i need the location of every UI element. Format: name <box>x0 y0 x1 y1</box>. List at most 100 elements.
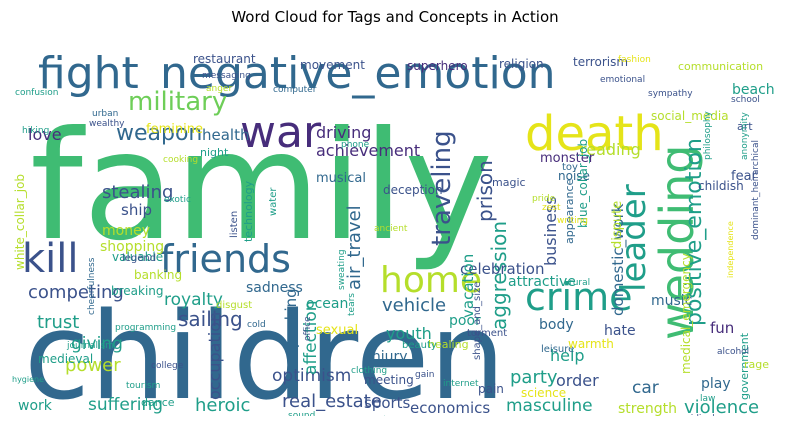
word-independence: independence <box>726 221 735 278</box>
word-sexual: sexual <box>316 323 358 338</box>
word-prison: prison <box>473 160 497 222</box>
word-terrorism: terrorism <box>573 55 628 69</box>
word-hygiene: hygiene <box>12 375 44 384</box>
word-speaking: speaking <box>282 288 300 356</box>
word-air-travel: air_travel <box>344 205 365 290</box>
word-noise: noise <box>558 169 590 183</box>
word-cold: cold <box>247 320 266 330</box>
word-legend: legend <box>122 253 156 264</box>
chart-title: Word Cloud for Tags and Concepts in Acti… <box>231 8 559 26</box>
word-anger: anger <box>206 84 232 94</box>
word-car: car <box>632 378 659 398</box>
word-body: body <box>539 317 574 333</box>
word-feminine: feminine <box>146 122 203 137</box>
word-computer: computer <box>273 85 317 95</box>
word-children: children <box>24 288 505 416</box>
word-torment: torment <box>467 328 507 339</box>
word-social-media: social_media <box>651 109 729 123</box>
word-business: business <box>541 196 560 266</box>
word-masculine: masculine <box>506 396 593 416</box>
word-weapon: weapon <box>116 121 202 146</box>
word-exotic: exotic <box>164 195 191 205</box>
word-urban: urban <box>92 109 118 119</box>
word-communication: communication <box>678 60 763 73</box>
word-ridicule: ridicule <box>687 414 721 416</box>
word-leisure: leisure <box>541 344 574 355</box>
word-music: music <box>651 293 692 309</box>
word-competing: competing <box>28 282 124 303</box>
word-dominant-heirarchical: dominant_heirarchical <box>751 140 761 240</box>
word-vehicle: vehicle <box>382 295 446 316</box>
word-suffering: suffering <box>88 395 163 415</box>
word-art: art <box>737 120 753 133</box>
word-religion: religion <box>499 57 544 71</box>
word-sympathy: sympathy <box>648 89 693 99</box>
word-gain: gain <box>415 370 434 380</box>
word-fun: fun <box>710 319 734 337</box>
word-giving: giving <box>71 334 123 354</box>
word-dance: dance <box>141 396 175 409</box>
word-optimism: optimism <box>272 366 351 386</box>
word-shopping: shopping <box>100 239 164 255</box>
word-economics: economics <box>410 399 490 416</box>
word-ancient: ancient <box>374 224 408 234</box>
word-affection: affection <box>301 301 321 376</box>
word-occupation: occupation <box>205 312 224 400</box>
word-cloud-area: family children fight negative_emotion death… <box>10 30 781 416</box>
word-leader: leader <box>614 184 654 292</box>
word-warmth: warmth <box>568 337 614 351</box>
word-wedding: wedding <box>650 145 704 340</box>
word-pet: pet <box>372 415 387 416</box>
word-healing: healing <box>428 338 469 351</box>
word-tourism: tourism <box>126 381 160 391</box>
word-white-collar-job: white_collar_job <box>13 174 27 270</box>
word-monster: monster <box>540 151 595 166</box>
word-strength: strength <box>618 401 677 416</box>
word-rage: rage <box>744 358 769 371</box>
word-law: law <box>700 394 715 404</box>
word-health: health <box>202 126 249 144</box>
word-home: home <box>380 260 482 301</box>
word-heroic: heroic <box>195 395 250 416</box>
word-deception: deception <box>383 183 443 197</box>
word-celebration: celebration <box>460 260 545 278</box>
word-real-estate: real_estate <box>282 391 382 412</box>
word-help: help <box>550 346 585 365</box>
word-play: play <box>701 376 731 392</box>
word-beauty: beauty <box>402 340 437 351</box>
word-journalism: journalism <box>66 341 114 351</box>
word-movement: movement <box>300 58 365 72</box>
word-death: death <box>525 106 664 162</box>
word-friends: friends <box>160 237 291 281</box>
word-kill: kill <box>22 236 79 282</box>
word-magic: magic <box>492 176 526 189</box>
word-dispute: dispute <box>610 201 625 249</box>
word-science: science <box>521 386 566 400</box>
word-traveling: traveling <box>427 130 457 246</box>
word-listen: listen <box>229 211 240 238</box>
word-breaking: breaking <box>111 284 164 298</box>
word-appearance: appearance <box>563 179 576 244</box>
word-blue-collar-job: blue_collar_job <box>576 139 590 228</box>
word-poor: poor <box>449 313 481 329</box>
word-programming: programming <box>115 323 176 333</box>
word-order: order <box>556 371 599 390</box>
word-anonymity: anonymity <box>740 111 750 160</box>
word-hate: hate <box>604 323 636 339</box>
word-banking: banking <box>134 268 182 282</box>
word-superhero: superhero <box>407 59 468 73</box>
word-ocean: ocean <box>306 296 348 312</box>
word-aggression: aggression <box>487 221 511 330</box>
word-achievement: achievement <box>316 141 420 160</box>
word-cooking: cooking <box>163 155 198 165</box>
word-night: night <box>200 146 229 159</box>
word-messaging: messaging <box>202 71 251 81</box>
word-sailing: sailing <box>178 307 243 331</box>
word-writing: writing <box>557 216 588 226</box>
word-fear: fear <box>731 169 758 184</box>
word-positive-emotion: positive_emotion <box>682 138 707 326</box>
word-internet: internet <box>443 379 479 389</box>
word-zest: zest <box>542 203 561 213</box>
word-violence: violence <box>684 397 759 416</box>
word-power: power <box>65 355 121 376</box>
